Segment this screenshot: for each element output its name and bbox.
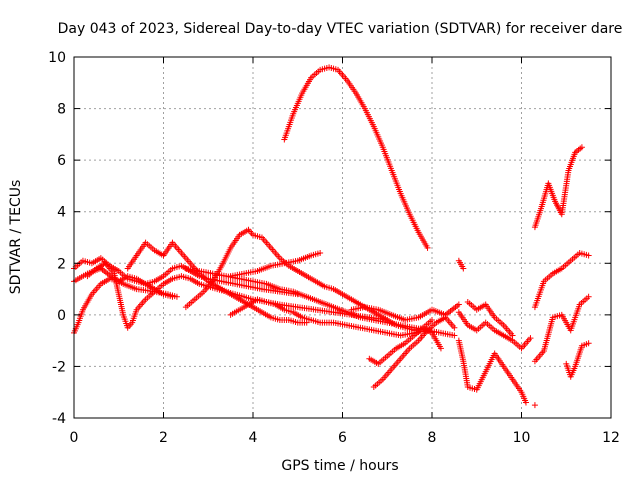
series-pass-l bbox=[370, 314, 458, 391]
y-tick-label: 6 bbox=[57, 153, 66, 169]
series-pass-p bbox=[464, 298, 516, 339]
y-tick-label: 10 bbox=[48, 50, 66, 66]
x-tick-label: 8 bbox=[428, 430, 437, 446]
data-point bbox=[585, 293, 592, 300]
data-point bbox=[509, 332, 516, 339]
data-marks bbox=[71, 64, 592, 409]
data-point bbox=[585, 252, 592, 259]
series-pass-h bbox=[227, 249, 324, 280]
data-point bbox=[527, 335, 534, 342]
data-point bbox=[451, 324, 458, 331]
axis-ticks: 0 2 4 6 8 10 12 -4 -2 0 2 4 6 8 10 bbox=[48, 50, 620, 446]
x-tick-label: 4 bbox=[249, 430, 258, 446]
series-pass-u bbox=[531, 293, 592, 365]
x-tick-label: 2 bbox=[159, 430, 168, 446]
series-pass-c bbox=[71, 273, 176, 336]
data-point bbox=[460, 265, 467, 272]
data-point bbox=[169, 293, 176, 300]
x-axis-label: GPS time / hours bbox=[281, 458, 398, 474]
series-pass-m bbox=[366, 317, 435, 367]
grid-layer bbox=[74, 57, 611, 418]
y-axis-label: SDTVAR / TECUs bbox=[8, 180, 24, 295]
x-tick-label: 6 bbox=[338, 430, 347, 446]
data-point bbox=[578, 144, 585, 151]
data-point bbox=[585, 340, 592, 347]
series-pass-r bbox=[531, 402, 538, 409]
series-pass-g bbox=[182, 265, 458, 339]
y-tick-label: 8 bbox=[57, 102, 66, 118]
series-pass-s bbox=[531, 144, 585, 231]
series-pass-v bbox=[563, 340, 592, 380]
data-point bbox=[451, 332, 458, 339]
series-pass-o bbox=[455, 309, 534, 352]
series-pass-i bbox=[227, 296, 431, 339]
series-pass-n bbox=[455, 337, 529, 406]
series-pass-q bbox=[455, 257, 467, 272]
data-point bbox=[437, 345, 444, 352]
y-tick-label: 4 bbox=[57, 205, 66, 221]
x-tick-label: 12 bbox=[602, 430, 620, 446]
y-tick-label: 0 bbox=[57, 308, 66, 324]
x-tick-label: 0 bbox=[70, 430, 79, 446]
data-point bbox=[531, 402, 538, 409]
data-point bbox=[429, 317, 435, 324]
x-tick-label: 10 bbox=[513, 430, 531, 446]
y-tick-label: -2 bbox=[52, 359, 66, 375]
chart-title: Day 043 of 2023, Sidereal Day-to-day VTE… bbox=[58, 21, 623, 37]
series-pass-j bbox=[281, 64, 431, 251]
y-tick-label: -4 bbox=[52, 411, 66, 427]
data-point bbox=[424, 244, 431, 251]
y-tick-label: 2 bbox=[57, 256, 66, 272]
data-point bbox=[522, 399, 529, 406]
data-point bbox=[455, 301, 462, 308]
data-point bbox=[317, 249, 324, 256]
series-pass-t bbox=[531, 249, 592, 311]
